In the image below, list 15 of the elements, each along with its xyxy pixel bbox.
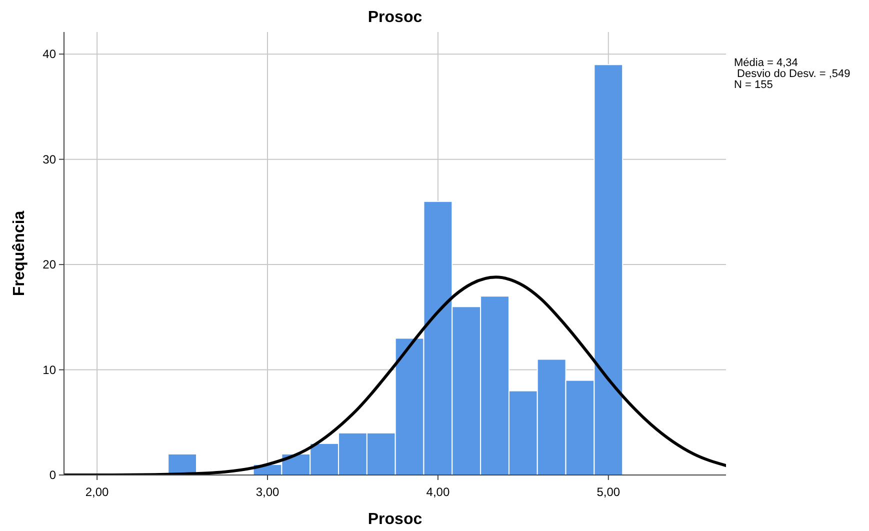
y-tick-label: 40 — [42, 47, 56, 62]
x-axis-title: Prosoc — [368, 511, 422, 528]
chart-title: Prosoc — [368, 9, 422, 26]
y-axis-title: Frequência — [11, 210, 28, 296]
x-tick-label: 3,00 — [256, 485, 280, 499]
y-tick-label: 0 — [49, 468, 56, 482]
text: N = 155 — [734, 79, 773, 91]
x-tick-label: 2,00 — [85, 485, 110, 499]
text: Desvio do Desv. = ,549 — [734, 68, 850, 80]
text: Média = 4,34 — [734, 57, 798, 69]
x-tick-label: 5,00 — [596, 485, 620, 499]
y-tick-label: 30 — [42, 152, 56, 166]
y-tick-label: 20 — [42, 258, 56, 272]
y-tick-label: 10 — [42, 362, 56, 377]
x-tick-label: 4,00 — [426, 485, 450, 499]
